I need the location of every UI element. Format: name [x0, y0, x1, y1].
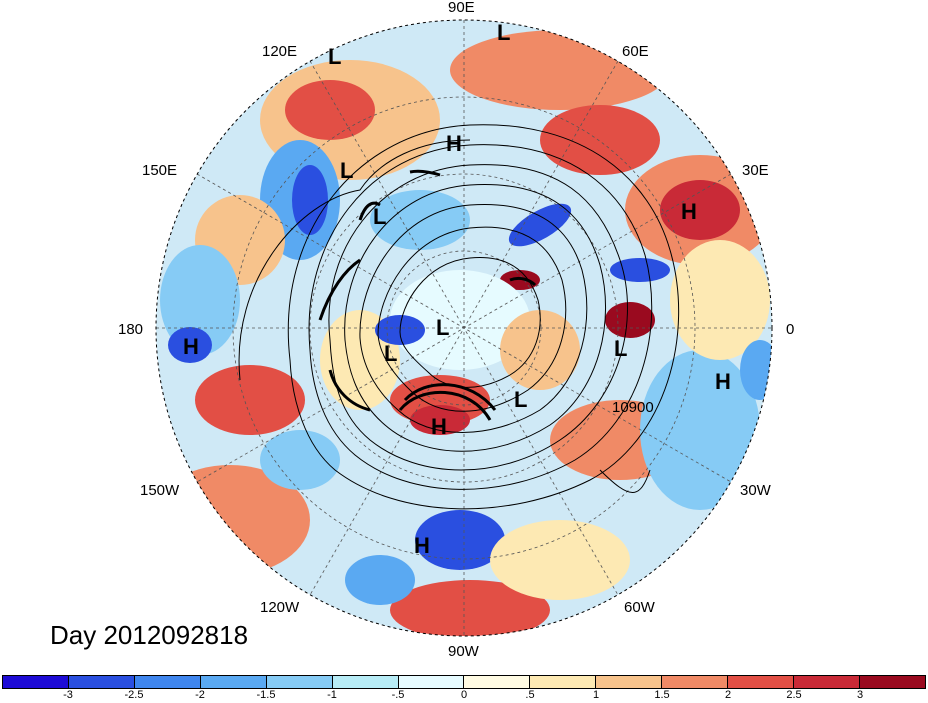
pressure-center-low: L	[328, 44, 341, 69]
colorbar-swatch	[596, 676, 663, 688]
colorbar-tick-label: .5	[525, 689, 535, 701]
lon-label-60e: 60E	[622, 43, 649, 60]
colorbar-swatch	[728, 676, 795, 688]
lon-label-150w: 150W	[140, 482, 180, 499]
pressure-center-low: L	[340, 158, 353, 183]
colorbar-swatch	[3, 676, 69, 688]
pressure-center-low: L	[614, 336, 627, 361]
colorbar-tick-label: -1	[327, 689, 337, 701]
lon-label-120w: 120W	[260, 599, 300, 616]
pressure-center-high: H	[414, 533, 430, 558]
pressure-center-high: H	[681, 199, 697, 224]
colorbar-tick-label: 2	[724, 689, 732, 701]
lon-label-0: 0	[786, 321, 794, 338]
longitude-labels: 90E 60E 30E 0 30W 60W 90W 120W 150W 180 …	[118, 0, 794, 660]
colorbar-swatch	[662, 676, 729, 688]
pressure-center-low: L	[514, 387, 527, 412]
colorbar-swatch	[68, 676, 135, 688]
colorbar-swatch	[859, 676, 925, 688]
lon-label-90e: 90E	[448, 0, 475, 16]
map-boundary	[155, 19, 773, 637]
colorbar-tick-label: -2.5	[124, 689, 144, 701]
contour-label: 10900	[612, 399, 654, 416]
colorbar-swatch	[398, 676, 465, 688]
colorbar-swatch	[332, 676, 399, 688]
anomaly-field	[156, 20, 772, 636]
colorbar-tick-label: -.5	[391, 689, 405, 701]
colorbar-swatch	[464, 676, 531, 688]
lon-label-120e: 120E	[262, 43, 297, 60]
pressure-center-high: H	[446, 131, 462, 156]
colorbar-swatch	[794, 676, 860, 688]
lon-label-150e: 150E	[142, 162, 177, 179]
pressure-center-low: L	[373, 204, 386, 229]
lon-label-30w: 30W	[740, 482, 772, 499]
colorbar-tick-label: 1.5	[654, 689, 670, 701]
pressure-center-high: H	[715, 369, 731, 394]
jet-contours	[318, 169, 537, 421]
colorbar-tick-label: 0	[460, 689, 468, 701]
lon-label-60w: 60W	[624, 599, 656, 616]
colorbar-tick-label: -1.5	[256, 689, 276, 701]
pressure-centers: L L H L L H L L H H L L H H	[183, 20, 731, 558]
colorbar-tick-label: 3	[856, 689, 864, 701]
lon-label-30e: 30E	[742, 162, 769, 179]
colorbar	[2, 675, 926, 689]
height-contours	[238, 124, 680, 510]
lon-label-180: 180	[118, 321, 143, 338]
colorbar-swatch	[266, 676, 333, 688]
date-title: Day 2012092818	[50, 620, 249, 650]
colorbar-swatch	[134, 676, 201, 688]
pressure-center-low: L	[384, 341, 397, 366]
pressure-center-high: H	[431, 414, 447, 439]
colorbar-tick-label: -2	[195, 689, 205, 701]
colorbar-swatch	[200, 676, 267, 688]
lon-label-90w: 90W	[448, 643, 480, 660]
pressure-center-high: H	[183, 334, 199, 359]
colorbar-labels: -3 -2.5 -2 -1.5 -1 -.5 0 .5 1 1.5 2 2.5 3	[0, 689, 928, 703]
colorbar-tick-label: 1	[592, 689, 600, 701]
colorbar-swatch	[530, 676, 597, 688]
colorbar-tick-label: 2.5	[786, 689, 802, 701]
graticule	[156, 20, 772, 636]
colorbar-tick-label: -3	[63, 689, 73, 701]
pressure-center-low: L	[497, 20, 510, 45]
pressure-center-low: L	[436, 315, 449, 340]
